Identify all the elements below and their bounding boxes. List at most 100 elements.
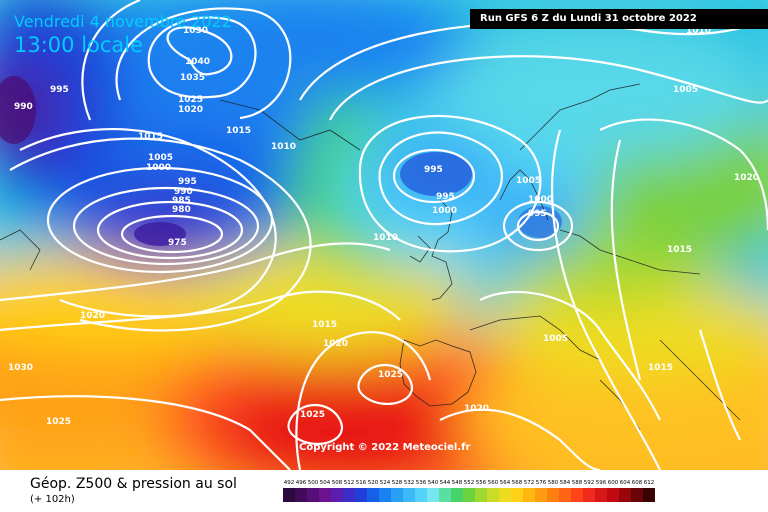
scale-value: 608 [631, 480, 643, 486]
scale-cell: 600 [607, 478, 619, 502]
forecast-date: Vendredi 4 novembre 2022 [14, 12, 232, 31]
scale-cell: 560 [487, 478, 499, 502]
pressure-label: 1020 [80, 311, 105, 321]
scale-swatch [487, 488, 499, 502]
scale-cell: 504 [319, 478, 331, 502]
pressure-label: 1015 [648, 363, 673, 373]
scale-value: 584 [559, 480, 571, 486]
scale-cell: 552 [463, 478, 475, 502]
scale-cell: 500 [307, 478, 319, 502]
scale-swatch [295, 488, 307, 502]
scale-value: 504 [319, 480, 331, 486]
scale-value: 544 [439, 480, 451, 486]
pressure-label: 1000 [432, 206, 457, 216]
pressure-label: 1005 [148, 153, 173, 163]
scale-value: 512 [343, 480, 355, 486]
scale-cell: 588 [571, 478, 583, 502]
scale-swatch [367, 488, 379, 502]
scale-value: 496 [295, 480, 307, 486]
scale-cell: 516 [355, 478, 367, 502]
geopotential-field [0, 0, 768, 470]
scale-cell: 540 [427, 478, 439, 502]
scale-swatch [451, 488, 463, 502]
pressure-label: 1030 [8, 363, 33, 373]
scale-swatch [475, 488, 487, 502]
scale-swatch [427, 488, 439, 502]
scale-value: 536 [415, 480, 427, 486]
pressure-label: 1015 [138, 132, 163, 142]
scale-value: 528 [391, 480, 403, 486]
scale-swatch [391, 488, 403, 502]
scale-cell: 524 [379, 478, 391, 502]
pressure-label: 1025 [46, 417, 71, 427]
scale-swatch [559, 488, 571, 502]
scale-swatch [355, 488, 367, 502]
pressure-label: 1020 [734, 173, 759, 183]
scale-value: 532 [403, 480, 415, 486]
forecast-offset: (+ 102h) [30, 494, 75, 505]
map-title: Géop. Z500 & pression au sol [30, 476, 237, 492]
pressure-label: 1025 [178, 95, 203, 105]
scale-swatch [535, 488, 547, 502]
scale-swatch [643, 488, 655, 502]
scale-swatch [283, 488, 295, 502]
scale-value: 520 [367, 480, 379, 486]
pressure-label: 1015 [312, 320, 337, 330]
scale-swatch [571, 488, 583, 502]
pressure-label: 975 [168, 238, 187, 248]
scale-cell: 592 [583, 478, 595, 502]
pressure-label: 995 [178, 177, 197, 187]
scale-value: 576 [535, 480, 547, 486]
scale-value: 564 [499, 480, 511, 486]
scale-swatch [331, 488, 343, 502]
scale-value: 516 [355, 480, 367, 486]
pressure-label: 1020 [323, 339, 348, 349]
pressure-label: 1040 [185, 57, 210, 67]
scale-value: 492 [283, 480, 295, 486]
pressure-label: 1020 [178, 105, 203, 115]
pressure-label: 1015 [226, 126, 251, 136]
scale-cell: 548 [451, 478, 463, 502]
pressure-label: 1010 [271, 142, 296, 152]
scale-swatch [439, 488, 451, 502]
scale-cell: 508 [331, 478, 343, 502]
scale-value: 508 [331, 480, 343, 486]
scale-swatch [607, 488, 619, 502]
scale-swatch [631, 488, 643, 502]
scale-swatch [319, 488, 331, 502]
weather-map: 990 995 1040 1030 1035 1025 1020 1015 10… [0, 0, 768, 470]
pressure-label: 1025 [378, 370, 403, 380]
pressure-labels: 990 995 1040 1030 1035 1025 1020 1015 10… [8, 26, 759, 427]
scale-cell: 612 [643, 478, 655, 502]
scale-cell: 496 [295, 478, 307, 502]
pressure-label: 1010 [373, 233, 398, 243]
scale-swatch [523, 488, 535, 502]
scale-swatch [415, 488, 427, 502]
scale-value: 600 [607, 480, 619, 486]
scale-swatch [583, 488, 595, 502]
forecast-time: 13:00 locale [14, 33, 144, 57]
scale-cell: 584 [559, 478, 571, 502]
scale-value: 548 [451, 480, 463, 486]
pressure-label: 1035 [180, 73, 205, 83]
scale-value: 524 [379, 480, 391, 486]
pressure-label: 995 [436, 192, 455, 202]
pressure-label: 980 [172, 205, 191, 215]
scale-swatch [379, 488, 391, 502]
model-run-banner: Run GFS 6 Z du Lundi 31 octobre 2022 [470, 9, 768, 29]
scale-value: 580 [547, 480, 559, 486]
pressure-label: 990 [174, 187, 193, 197]
low-core-west [134, 222, 186, 246]
scale-cell: 568 [511, 478, 523, 502]
scale-cell: 492 [283, 478, 295, 502]
pressure-label: 995 [528, 209, 547, 219]
scale-value: 604 [619, 480, 631, 486]
scale-swatch [595, 488, 607, 502]
low-core-north-sea [400, 152, 472, 196]
scale-cell: 536 [415, 478, 427, 502]
pressure-label: 1020 [464, 404, 489, 414]
scale-cell: 604 [619, 478, 631, 502]
scale-swatch [343, 488, 355, 502]
scale-swatch [511, 488, 523, 502]
scale-cell: 580 [547, 478, 559, 502]
